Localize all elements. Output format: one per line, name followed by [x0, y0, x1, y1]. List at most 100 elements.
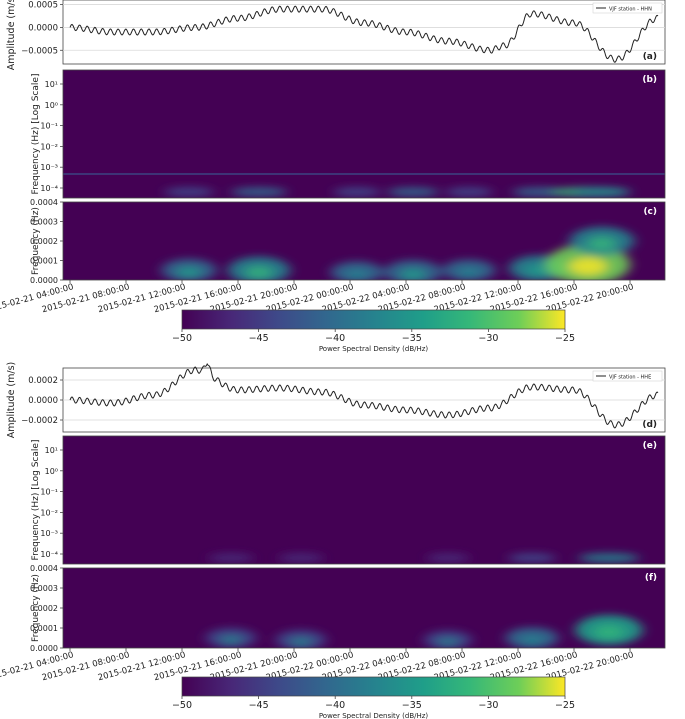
- panel-d: 0.0002 0.0000 −0.0002 VJF station - HHE (d) A…: [6, 362, 666, 439]
- y-axis-label: Amplitude (m/s): [6, 0, 17, 70]
- colorbar-label: Power Spectral Density (dB/Hz): [319, 712, 429, 719]
- psd-blob: [387, 187, 439, 197]
- psd-blob-core: [219, 635, 243, 645]
- colorbar-tick-label: −45: [249, 333, 269, 344]
- y-tick-label: 10⁻¹: [40, 488, 58, 497]
- heatmap-bg: [63, 568, 665, 648]
- y-tick-label: 10⁰: [45, 101, 58, 110]
- heatmap-bg: [63, 70, 665, 198]
- y-tick-label: −0.0005: [21, 46, 58, 56]
- panel-label: (e): [643, 441, 657, 451]
- panel-a: 0.0005 0.0000 −0.0005 VJF station - HHN (a) A…: [6, 0, 666, 70]
- y-tick-label: 10⁰: [45, 467, 58, 476]
- heatmap-bg: [63, 436, 665, 564]
- colorbar-tick-label: −30: [478, 700, 498, 711]
- panel-e: 10¹ 10⁰ 10⁻¹ 10⁻² 10⁻³ 10⁻⁴ (e) Frequency (Hz) …: [31, 435, 666, 565]
- panel-label: (f): [645, 573, 657, 583]
- y-tick-label: 0.0004: [30, 198, 58, 207]
- psd-blob-core: [520, 635, 544, 645]
- psd-blob-core: [437, 637, 459, 647]
- y-tick-label: 0.0003: [30, 218, 58, 227]
- psd-blob: [512, 187, 566, 197]
- y-tick-label: 10⁻²: [40, 142, 58, 151]
- colorbar-tick-label: −45: [249, 700, 269, 711]
- y-axis-label: Amplitude (m/s): [6, 362, 17, 439]
- y-tick-label: 0.0002: [28, 376, 58, 386]
- psd-blob-core: [289, 637, 313, 647]
- y-tick-label: 10¹: [45, 446, 58, 455]
- y-tick-label: 0.0002: [30, 604, 58, 613]
- psd-blob-core: [593, 625, 625, 639]
- psd-blob-core: [525, 264, 553, 277]
- plot-frame: [62, 201, 666, 281]
- psd-blob: [278, 553, 324, 563]
- colorbar-bottom: −50 −45 −40 −35 −30 −25 Power Spectral Density…: [172, 676, 575, 719]
- panel-f: 0.0004 0.0003 0.0002 0.0001 0.0000 (f) Frequen…: [30, 564, 666, 653]
- colorbar-tick-label: −40: [325, 700, 345, 711]
- y-axis-label: Frequency (Hz): [31, 207, 41, 275]
- y-tick-label: 10⁻³: [40, 163, 58, 172]
- y-tick-label: 10⁻⁴: [40, 184, 58, 193]
- plot-frame: [62, 69, 666, 199]
- colorbar-tick-label: −35: [402, 333, 422, 344]
- y-tick-label: 0.0001: [30, 624, 58, 633]
- plot-frame: [62, 567, 666, 649]
- series-line: [69, 363, 659, 429]
- y-axis-label: Frequency (Hz): [31, 574, 41, 642]
- colorbar-tick-label: −50: [172, 333, 192, 344]
- y-axis-label: Frequency (Hz) [Log Scale]: [31, 440, 41, 561]
- plot-frame: [62, 435, 666, 565]
- y-tick-label: 0.0000: [28, 23, 58, 33]
- y-tick-label: 10⁻¹: [40, 122, 58, 131]
- psd-blob-core: [244, 266, 274, 279]
- y-tick-label: 10⁻²: [40, 508, 58, 517]
- legend: VJF station - HHN: [592, 2, 663, 14]
- psd-blob-core: [457, 267, 481, 278]
- psd-blob: [208, 553, 254, 563]
- colorbar-tick-label: −35: [402, 700, 422, 711]
- legend: VJF station - HHE: [592, 370, 663, 382]
- psd-blob-core: [176, 267, 202, 278]
- y-tick-label: 0.0004: [30, 564, 58, 573]
- psd-blob: [572, 187, 632, 197]
- legend-box: [592, 370, 663, 382]
- y-tick-label: 0.0000: [30, 276, 58, 285]
- heatmap-cells: [161, 226, 635, 280]
- colorbar-gradient: [181, 309, 566, 330]
- y-tick-label: −0.0002: [21, 416, 58, 426]
- psd-blob: [426, 553, 470, 563]
- legend-label: VJF station - HHE: [609, 375, 651, 381]
- colorbar-gradient: [181, 676, 566, 697]
- colorbar-label: Power Spectral Density (dB/Hz): [319, 345, 429, 353]
- panel-label: (c): [643, 207, 657, 217]
- psd-blob: [164, 187, 214, 197]
- y-tick-label: 10¹: [45, 80, 58, 89]
- psd-blob: [578, 553, 640, 563]
- series-line: [69, 5, 659, 63]
- psd-blob: [508, 553, 556, 563]
- y-tick-label: 0.0005: [28, 1, 58, 11]
- y-tick-label: 10⁻³: [40, 529, 58, 538]
- panel-label: (a): [643, 52, 657, 62]
- psd-blob: [230, 187, 288, 197]
- panel-label: (b): [642, 75, 657, 85]
- colorbar-tick-label: −30: [478, 333, 498, 344]
- y-tick-label: 0.0000: [28, 396, 58, 406]
- psd-blob-core: [587, 236, 617, 250]
- colorbar-tick-label: −40: [325, 333, 345, 344]
- colorbar-tick-label: −25: [555, 333, 575, 344]
- panel-label: (d): [642, 420, 657, 430]
- psd-blob-core: [569, 257, 607, 276]
- y-tick-label: 0.0003: [30, 584, 58, 593]
- psd-blob-core: [400, 268, 426, 280]
- heatmap-cells: [164, 187, 632, 197]
- colorbar-tick-label: −50: [172, 700, 192, 711]
- colorbar-tick-label: −25: [555, 700, 575, 711]
- legend-label: VJF station - HHN: [609, 7, 652, 13]
- y-tick-label: 0.0001: [30, 257, 58, 266]
- y-axis-label: Frequency (Hz) [Log Scale]: [31, 74, 41, 195]
- y-tick-label: 0.0000: [30, 644, 58, 653]
- legend-box: [592, 2, 663, 14]
- y-tick-label: 0.0002: [30, 237, 58, 246]
